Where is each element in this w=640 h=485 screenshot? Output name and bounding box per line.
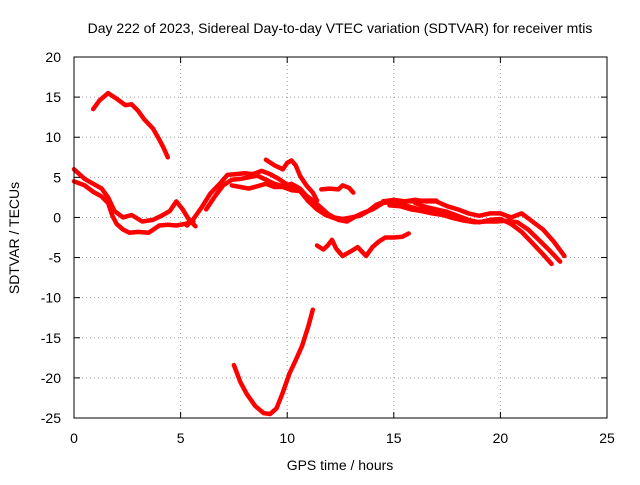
series-trace-afternoon-c [412, 200, 554, 267]
y-tick-label: -5 [49, 250, 62, 266]
y-tick-label: -20 [41, 370, 61, 386]
y-tick-label: 5 [53, 169, 61, 185]
y-axis-tick-labels: 20 15 10 5 0 -5 -10 -15 -20 -25 [41, 49, 61, 426]
series-trace-morning-a [71, 167, 198, 229]
x-tick-label: 10 [279, 430, 295, 446]
y-axis-label: SDTVAR / TECUs [6, 182, 22, 294]
series-lines [71, 90, 567, 417]
series-trace-morning-b [71, 179, 196, 235]
x-tick-label: 20 [493, 430, 509, 446]
y-tick-label: -25 [41, 410, 61, 426]
series-trace-dip-low [231, 307, 316, 417]
y-tick-label: 10 [45, 129, 61, 145]
series-trace-midday-c [229, 181, 337, 221]
x-tick-label: 5 [177, 430, 185, 446]
series-trace-early-high [90, 90, 171, 160]
y-tick-label: -10 [41, 290, 61, 306]
series-trace-bump-noon [319, 183, 356, 195]
series-trace-low-segment [314, 231, 411, 259]
x-tick-label: 25 [599, 430, 615, 446]
x-tick-label: 0 [70, 430, 78, 446]
y-tick-label: 20 [45, 49, 61, 65]
series-trace-hump [263, 157, 320, 203]
axis-ticks [73, 56, 608, 419]
y-tick-label: -15 [41, 330, 61, 346]
x-axis-label: GPS time / hours [287, 457, 394, 473]
series-trace-afternoon-a [380, 197, 567, 259]
y-tick-label: 0 [53, 209, 61, 225]
chart-title: Day 222 of 2023, Sidereal Day-to-day VTE… [88, 20, 593, 36]
plot-frame [73, 56, 608, 419]
x-tick-label: 15 [386, 430, 402, 446]
x-axis-tick-labels: 0 5 10 15 20 25 [70, 430, 615, 446]
y-tick-label: 15 [45, 89, 61, 105]
